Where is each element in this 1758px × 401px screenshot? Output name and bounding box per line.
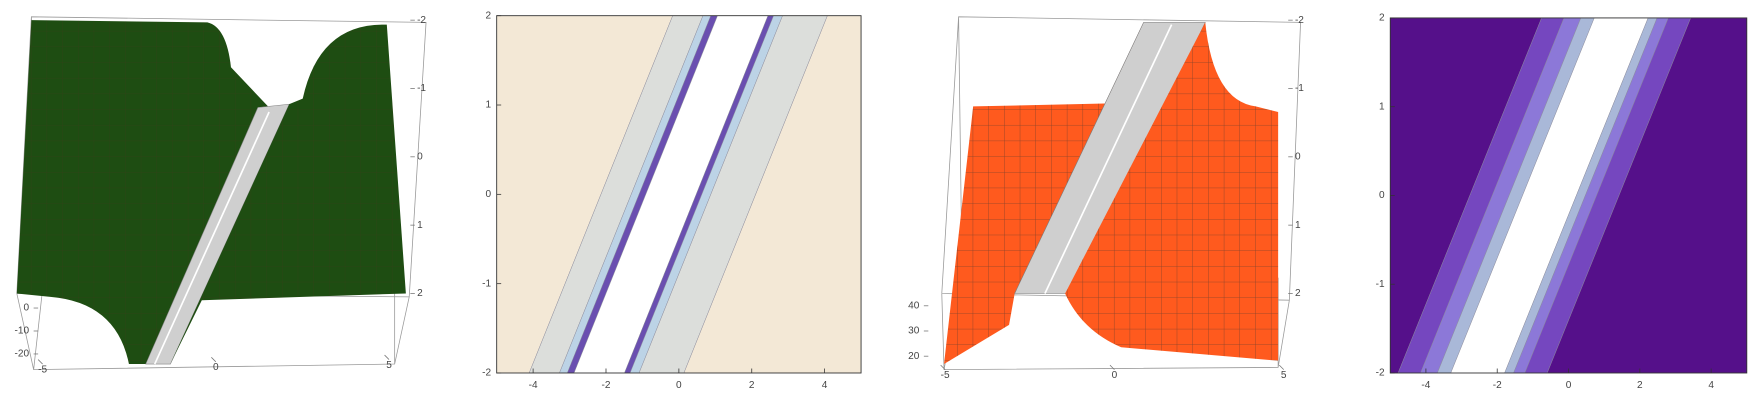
y-tick-label: 0 (485, 189, 491, 200)
y-tick-label: 1 (1379, 101, 1385, 112)
y-tick-label: 0 (24, 303, 30, 314)
contour-band (1524, 17, 1691, 373)
tick-mark (384, 354, 390, 360)
x-tick-label: 5 (1281, 370, 1287, 381)
x-tick-label: -2 (602, 380, 611, 391)
tick-mark (37, 359, 43, 365)
x-tick-label: -5 (38, 364, 47, 375)
tick-mark (1278, 364, 1285, 370)
contour-band (1504, 17, 1658, 373)
contour-band (559, 15, 712, 373)
contour-band (573, 15, 769, 373)
contour-plot: -4 -2 0 2 4 -2 -1 0 1 2 (482, 10, 862, 391)
x-tick-label: 2 (1637, 380, 1643, 391)
x-tick-label: 2 (749, 380, 755, 391)
z-tick-label: 2 (417, 288, 423, 299)
y-tick-label: 0 (1379, 190, 1385, 201)
tick-mark (940, 364, 946, 370)
contour-band (1546, 17, 1747, 373)
z-tick-label: 0 (417, 151, 423, 162)
contour-bands (1390, 17, 1747, 373)
contour-band (1397, 17, 1565, 373)
z-tick-label: -2 (417, 15, 426, 26)
tick-mark (1109, 364, 1115, 370)
x-tick-label: 5 (386, 360, 392, 371)
z-tick-label: 1 (1295, 220, 1301, 231)
surface-panel-1 (16, 16, 427, 371)
contour-band (496, 15, 673, 373)
x-tick-label: -4 (529, 380, 538, 391)
y-tick-label: 30 (908, 326, 920, 337)
y-tick-label: 40 (908, 300, 920, 311)
contour-band (683, 15, 862, 373)
z-tick-label: 0 (1295, 151, 1301, 162)
z-tick-label: -2 (1295, 15, 1304, 26)
contour-bands (496, 15, 862, 373)
contour-band (1450, 17, 1649, 373)
contour-band (528, 15, 704, 373)
contour-band (1390, 17, 1542, 373)
x-tick-label: -2 (1493, 380, 1502, 391)
y-tick-label: -2 (482, 368, 491, 379)
tick-mark (211, 357, 217, 363)
x-tick-label: 4 (1708, 380, 1714, 391)
y-tick-label: -1 (482, 278, 491, 289)
contour-band (567, 15, 718, 373)
x-tick-label: -5 (941, 370, 950, 381)
z-tick-label: -1 (417, 83, 426, 94)
y-tick-label: 2 (1379, 13, 1385, 24)
x-tick-label: 4 (822, 380, 828, 391)
z-tick-label: 2 (1295, 288, 1301, 299)
y-tick-label: -1 (1376, 279, 1385, 290)
x-tick-label: 0 (1566, 380, 1572, 391)
contour-plot: -4 -2 0 2 4 -2 -1 0 1 2 (1376, 13, 1748, 391)
x-tick-label: 0 (213, 362, 219, 373)
x-tick-label: 0 (1112, 370, 1118, 381)
y-tick-label: -2 (1376, 368, 1385, 379)
z-tick-label: -1 (1295, 83, 1304, 94)
contour-band (1513, 17, 1669, 373)
contour-band (1437, 17, 1595, 373)
y-tick-label: -20 (15, 349, 30, 360)
contour-band (624, 15, 774, 373)
x-tick-label: -4 (1421, 380, 1430, 391)
contour-band (638, 15, 828, 373)
y-tick-label: -10 (15, 326, 30, 337)
z-tick-label: 1 (417, 220, 423, 231)
y-tick-label: 2 (485, 10, 491, 21)
surface-panel-3 (941, 16, 1301, 371)
y-tick-label: 20 (908, 351, 920, 362)
x-tick-label: 0 (676, 380, 682, 391)
contour-band (1420, 17, 1582, 373)
y-tick-label: 1 (485, 100, 491, 111)
contour-band (629, 15, 783, 373)
